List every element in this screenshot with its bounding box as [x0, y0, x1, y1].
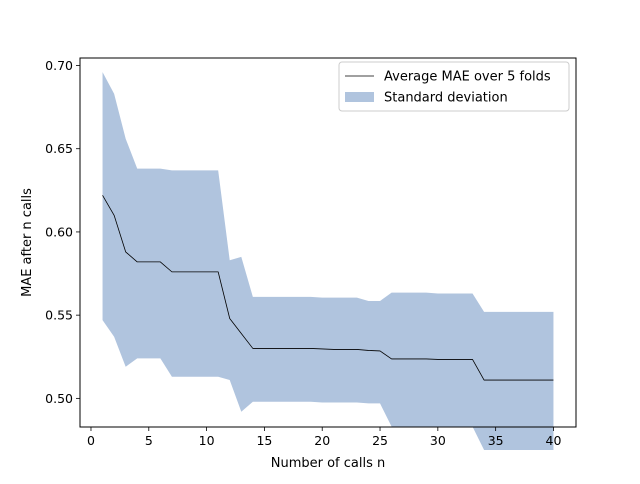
y-axis-ticks: 0.50 0.55 0.60 0.65 0.70: [45, 58, 80, 406]
y-tick-label: 0.55: [45, 308, 73, 323]
legend-band-swatch: [345, 92, 374, 102]
x-tick-label: 10: [199, 433, 215, 448]
x-axis-ticks: 0 5 10 15 20 25 30 35 40: [87, 427, 561, 448]
x-tick-label: 15: [256, 433, 272, 448]
y-axis-label: MAE after n calls: [20, 188, 35, 297]
x-tick-label: 35: [488, 433, 504, 448]
x-axis-label: Number of calls n: [271, 456, 386, 471]
x-tick-label: 30: [430, 433, 446, 448]
plot-area: [102, 72, 554, 450]
legend: Average MAE over 5 folds Standard deviat…: [338, 61, 570, 112]
std-deviation-band: [102, 72, 554, 450]
legend-label-average: Average MAE over 5 folds: [384, 70, 551, 85]
x-tick-label: 25: [372, 433, 388, 448]
y-tick-label: 0.70: [45, 58, 73, 73]
legend-label-std: Standard deviation: [384, 91, 508, 106]
y-tick-label: 0.65: [45, 141, 73, 156]
x-tick-label: 20: [314, 433, 330, 448]
y-tick-label: 0.60: [45, 224, 73, 239]
axes-frame: [79, 57, 577, 428]
average-mae-line: [102, 195, 554, 381]
legend-box: [338, 61, 570, 112]
x-tick-label: 40: [546, 433, 562, 448]
x-tick-label: 5: [145, 433, 153, 448]
y-tick-label: 0.50: [45, 391, 73, 406]
x-tick-label: 0: [87, 433, 95, 448]
